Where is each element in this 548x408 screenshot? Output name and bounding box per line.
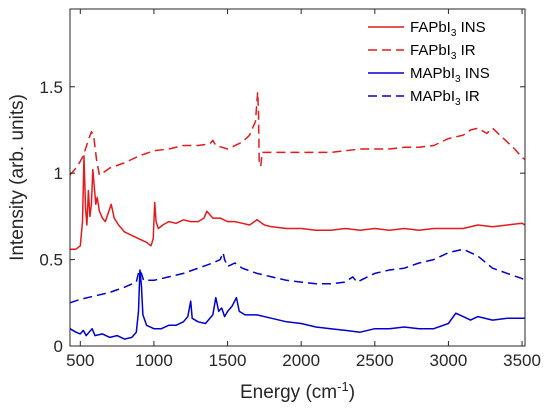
legend-label-3: MAPbI3 IR xyxy=(410,88,480,108)
y-tick-label: 0 xyxy=(54,337,63,356)
legend-label-2: MAPbI3 INS xyxy=(410,65,490,85)
x-tick-label: 1500 xyxy=(209,351,247,370)
series-line-3 xyxy=(69,248,526,304)
plot-frame xyxy=(69,8,526,347)
legend-label-0: FAPbI3 INS xyxy=(410,19,486,39)
x-tick-label: 2500 xyxy=(356,351,394,370)
y-tick-label: 0.5 xyxy=(39,251,63,270)
x-tick-label: 500 xyxy=(66,351,94,370)
tick-labels: 500 1000 1500 2000 2500 3000 3500 0 0.5 1 1.5 xyxy=(39,78,541,370)
x-axis-label: Energy (cm-1) xyxy=(240,379,355,403)
y-tick-label: 1 xyxy=(54,164,63,183)
legend-label-1: FAPbI3 IR xyxy=(410,42,476,62)
x-axis-label-end: ) xyxy=(349,382,355,403)
y-tick-label: 1.5 xyxy=(39,78,63,97)
x-tick-label: 3500 xyxy=(503,351,541,370)
series-line-0 xyxy=(70,155,526,250)
x-axis-label-superscript: -1 xyxy=(337,379,349,394)
legend: FAPbI3 INS FAPbI3 IR MAPbI3 INS MAPbI3 IR xyxy=(368,19,490,108)
series-line-2 xyxy=(69,269,525,340)
ticks xyxy=(70,9,525,347)
series-line-1 xyxy=(69,91,526,176)
x-tick-label: 1000 xyxy=(135,351,173,370)
x-tick-label: 2000 xyxy=(282,351,320,370)
plot-lines xyxy=(69,91,526,340)
x-axis-label-text: Energy (cm xyxy=(240,382,337,403)
y-axis-label: Intensity (arb. units) xyxy=(7,94,28,261)
x-tick-label: 3000 xyxy=(430,351,468,370)
